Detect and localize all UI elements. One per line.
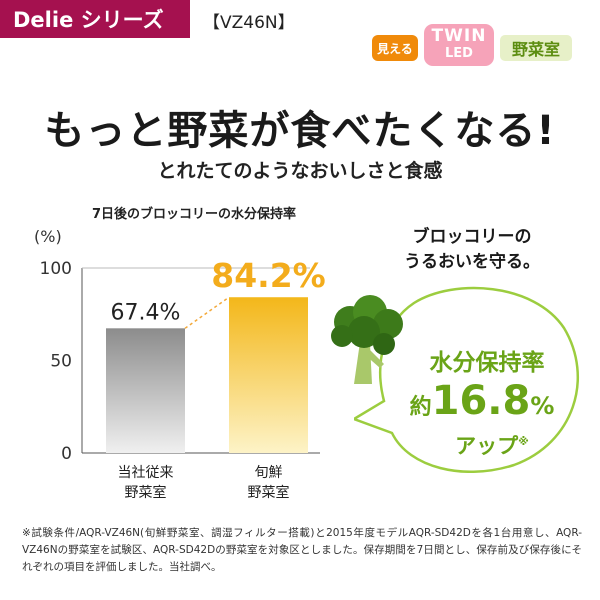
callout-heading-line1: ブロッコリーの <box>412 227 532 247</box>
x-tick-label-conventional-line2: 野菜室 <box>125 484 167 501</box>
callout-heading-line2: うるおいを守る。 <box>404 251 540 272</box>
bar-conventional <box>106 328 185 453</box>
y-axis-unit-label: (%) <box>34 227 62 246</box>
callout-value-unit: % <box>530 392 555 420</box>
broccoli-icon <box>331 295 403 384</box>
series-label: Delie シリーズ <box>0 0 190 38</box>
y-axis-ticks: 0 50 100 <box>40 259 72 464</box>
y-tick-label-100: 100 <box>40 259 72 279</box>
x-tick-label-shunsen-line2: 野菜室 <box>248 484 290 501</box>
led-badge-twin: TWIN <box>431 26 487 46</box>
callout-value-row: 約16.8% <box>372 378 592 424</box>
callout-metric-label: 水分保持率 <box>429 350 545 376</box>
callout-up-label: アップ※ <box>402 430 582 460</box>
led-badge-led: LED <box>445 46 473 61</box>
callout-value: 16.8 <box>431 378 531 424</box>
led-badge-yasaishitsu: 野菜室 <box>500 35 572 61</box>
y-tick-label-50: 50 <box>50 352 72 372</box>
data-label-conventional: 67.4% <box>111 300 181 325</box>
bar-chart: (%) 0 50 100 67.4% 84.2% 当社従来 野菜室 旬鮮 野菜室 <box>34 227 326 501</box>
y-tick-label-0: 0 <box>61 444 72 464</box>
led-badge-twin-led: TWIN LED <box>424 24 494 66</box>
callout-footnote-mark: ※ <box>518 435 529 448</box>
twin-led-badge: 見える TWIN LED 野菜室 <box>372 24 572 68</box>
speech-bubble <box>354 286 579 473</box>
headline: もっと野菜が食べたくなる! <box>44 108 556 154</box>
x-tick-label-conventional-line1: 当社従来 <box>118 465 174 481</box>
led-badge-mieru: 見える <box>372 35 418 61</box>
bar-shunsen <box>229 297 308 453</box>
model-number: 【VZ46N】 <box>203 13 295 33</box>
callout-value-prefix: 約 <box>409 395 432 420</box>
data-label-shunsen: 84.2% <box>211 256 326 295</box>
chart-title: 7日後のブロッコリーの水分保持率 <box>92 207 297 222</box>
callout-heading: ブロッコリーの うるおいを守る。 <box>372 225 572 274</box>
subheadline: とれたてのようなおいしさと食感 <box>157 160 443 182</box>
x-tick-label-shunsen-line1: 旬鮮 <box>255 465 283 481</box>
callout-up-text: アップ <box>455 434 519 458</box>
bar-connector-line <box>184 296 230 329</box>
footnote: ※試験条件/AQR-VZ46N(旬鮮野菜室、調湿フィルター搭載)と2015年度モ… <box>22 527 582 573</box>
